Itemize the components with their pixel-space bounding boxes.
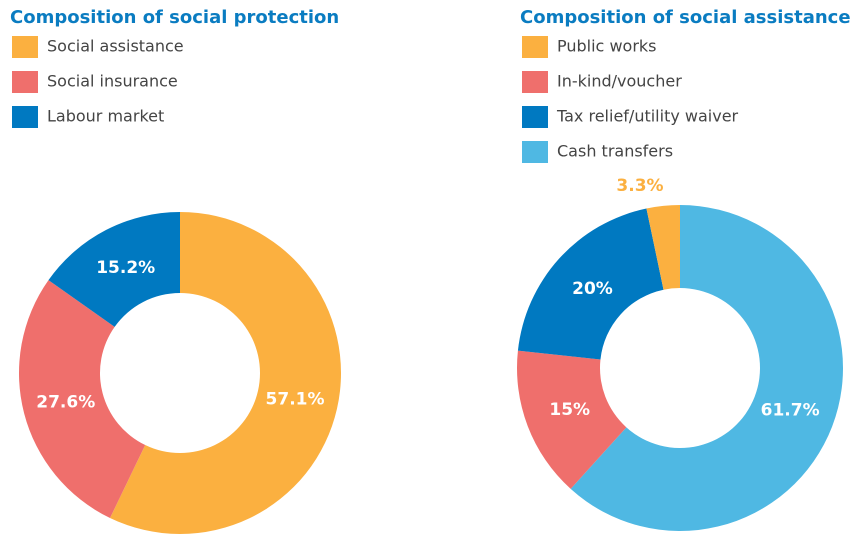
value-label: 61.7%	[761, 400, 820, 420]
value-label: 3.3%	[616, 176, 663, 196]
value-label: 15%	[549, 400, 590, 420]
legend-label: Cash transfers	[557, 142, 673, 161]
legend-swatch	[522, 106, 548, 128]
value-label: 15.2%	[96, 258, 155, 278]
legend-swatch	[12, 71, 38, 93]
value-label: 20%	[572, 279, 613, 299]
donut-slice	[48, 212, 180, 327]
value-label: 27.6%	[36, 393, 95, 413]
legend-label: Social assistance	[47, 37, 184, 56]
chart-title: Composition of social assistance	[520, 7, 851, 28]
legend-label: Tax relief/utility waiver	[556, 107, 739, 126]
legend-label: In-kind/voucher	[557, 72, 682, 91]
legend-swatch	[12, 36, 38, 58]
legend-swatch	[522, 36, 548, 58]
legend-label: Social insurance	[47, 72, 178, 91]
legend-label: Public works	[557, 37, 657, 56]
donut-slice	[517, 350, 627, 489]
donut-slice	[18, 280, 146, 518]
donut-slice	[110, 212, 341, 534]
donut-slice	[570, 205, 843, 531]
legend-swatch	[12, 106, 38, 128]
donut-slice	[646, 205, 680, 290]
chart-title: Composition of social protection	[10, 7, 339, 28]
legend-swatch	[522, 141, 548, 163]
donut-slice	[517, 208, 664, 360]
legend-swatch	[522, 71, 548, 93]
legend-label: Labour market	[47, 107, 164, 126]
value-label: 57.1%	[266, 389, 325, 409]
